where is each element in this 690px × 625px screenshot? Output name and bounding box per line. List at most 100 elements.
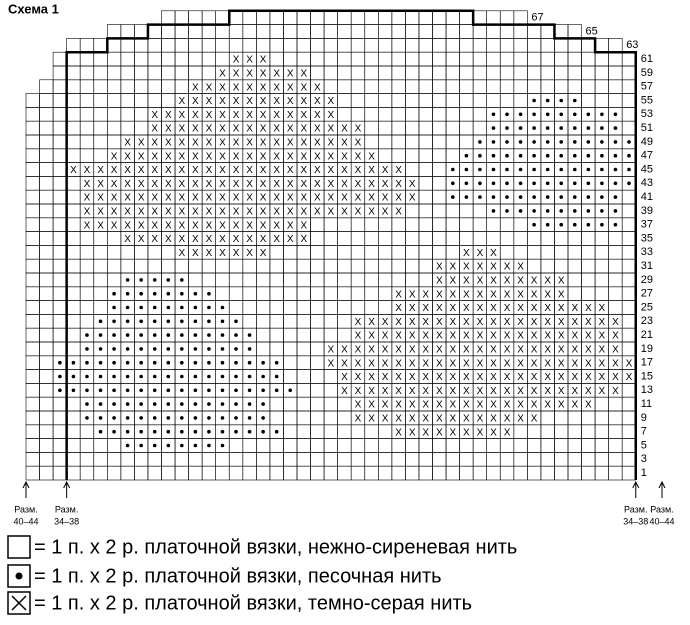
x-stitch: X [151,207,158,218]
grid-cell [107,245,122,260]
grid-cell [120,452,135,467]
x-stitch: X [151,234,158,245]
x-stitch: X [97,165,104,176]
grid-cell [66,203,81,219]
x-stitch: X [477,400,484,411]
dot-stitch [518,209,523,213]
dot-stitch [139,278,143,282]
x-stitch: X [517,400,524,411]
grid-cell [377,148,393,163]
x-stitch: X [355,372,362,383]
dot-stitch [572,181,577,186]
grid-cell [39,465,54,481]
grid-cell [39,245,54,260]
x-stitch: X [273,82,280,93]
grid-cell [486,79,501,94]
x-stitch: X [314,165,321,176]
grid-cell [79,452,95,467]
grid-cell [323,272,338,288]
grid-cell [364,286,379,301]
grid-cell [52,410,67,426]
grid-cell [445,438,460,453]
x-stitch: X [531,386,538,397]
grid-cell [134,245,149,260]
grid-cell [256,272,271,288]
grid-cell [93,38,108,53]
grid-cell [120,93,135,108]
grid-cell [540,51,555,67]
grid-cell [445,203,460,219]
grid-cell [540,452,555,467]
x-stitch: X [233,82,240,93]
grid-cell [567,65,582,81]
grid-cell [228,258,244,274]
grid-cell [25,176,40,191]
grid-cell [147,38,162,53]
grid-cell [391,120,406,136]
grid-cell [608,272,623,288]
dot-stitch [545,140,550,144]
dot-stitch [220,305,225,310]
dot-stitch [220,416,225,420]
grid-cell [256,300,271,315]
grid-cell [39,93,54,108]
x-stitch: X [463,358,470,369]
x-stitch: X [395,427,402,438]
grid-cell [459,93,474,108]
grid-cell [364,120,379,136]
dot-stitch [261,388,265,393]
grid-cell [310,424,325,439]
grid-cell [337,327,352,343]
grid-cell [161,10,176,25]
grid-cell [323,10,338,25]
x-stitch: X [151,151,158,162]
grid-cell [79,134,95,150]
x-stitch: X [436,262,443,273]
grid-cell [608,79,623,94]
grid-cell [540,438,555,453]
dot-stitch [166,291,171,296]
grid-cell [256,341,271,357]
grid-cell [540,24,555,39]
grid-cell [269,396,284,412]
x-stitch: X [178,165,185,176]
x-stitch: X [382,345,389,356]
grid-cell [323,231,338,246]
grid-cell [513,51,528,67]
x-stitch: X [436,276,443,287]
grid-cell [323,51,338,67]
grid-cell [25,438,40,453]
grid-cell [269,300,284,315]
x-stitch: X [246,220,253,231]
grid-cell [459,120,474,136]
x-stitch: X [490,372,497,383]
x-stitch: X [382,207,389,218]
grid-cell [323,38,338,53]
dot-stitch [193,319,198,324]
x-stitch: X [219,82,226,93]
size-arrow [63,480,71,498]
x-stitch: X [178,96,185,107]
x-stitch: X [219,165,226,176]
x-stitch: X [571,400,578,411]
dot-stitch [545,209,550,213]
x-stitch: X [463,372,470,383]
dot-stitch [572,112,577,117]
x-stitch: X [178,193,185,204]
grid-cell [39,355,54,370]
x-stitch: X [192,110,199,121]
grid-cell [52,438,67,453]
x-stitch: X [504,400,511,411]
dot-stitch [532,98,536,103]
grid-cell [608,300,623,315]
grid-cell [581,38,596,53]
grid-cell [608,258,623,274]
x-stitch: X [395,414,402,425]
x-stitch: X [328,165,335,176]
x-stitch: X [246,179,253,190]
grid-cell [188,24,203,39]
grid-cell [269,465,284,481]
x-stitch: X [192,165,199,176]
x-stitch: X [477,345,484,356]
grid-cell [79,272,95,288]
